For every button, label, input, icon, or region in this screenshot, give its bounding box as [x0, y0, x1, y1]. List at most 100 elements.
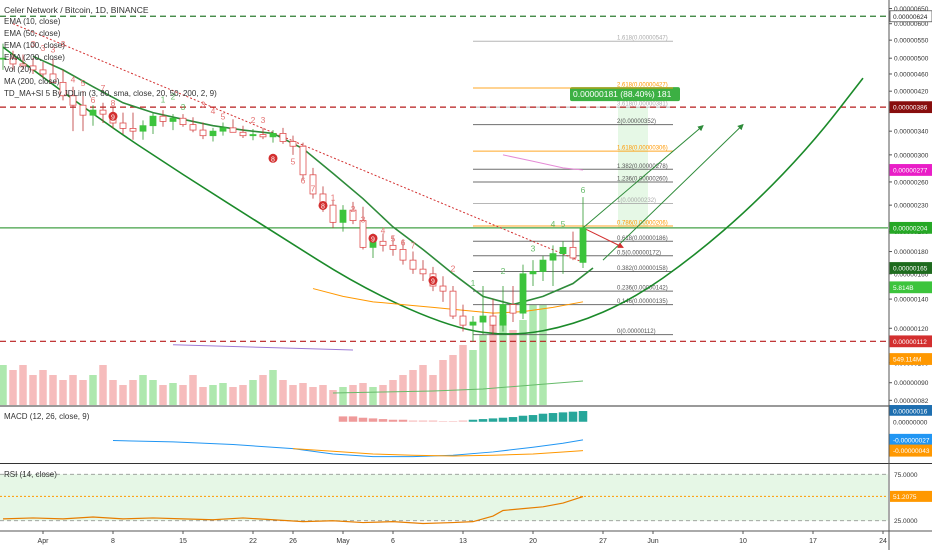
price-axis-label: 0.00000160 [894, 271, 929, 278]
descending-trendline [12, 23, 584, 263]
candle-down [299, 145, 307, 176]
volume-bar [69, 375, 77, 405]
fib-level-label: 0.146(0.00000135) [617, 299, 668, 305]
fib-level-label: 1.236(0.00000260) [617, 176, 668, 182]
macd-histogram-bar [388, 419, 398, 422]
fib-level-label: 0(0.00000112) [617, 329, 656, 335]
candle-up [529, 271, 537, 275]
red-arrow [582, 227, 624, 248]
volume-bar [299, 383, 307, 405]
td-count-label: 4 [211, 106, 216, 116]
rsi-axis-label: 25.0000 [894, 518, 918, 525]
time-axis-label: 6 [391, 538, 395, 545]
volume-bar [99, 365, 107, 405]
price-axis-label: 0.00000420 [894, 89, 929, 96]
candle-up [499, 304, 507, 326]
td-count-label: 1 [161, 94, 166, 104]
td-count-label: 5 [81, 78, 86, 88]
candle-down [419, 268, 427, 275]
time-axis-label: 27 [599, 538, 607, 545]
ema-orange-line [312, 288, 584, 314]
candle-down [59, 81, 67, 97]
candle-down [399, 249, 407, 261]
price-axis-label: 0.00000082 [894, 398, 929, 405]
macd-label: MACD (12, 26, close, 9) [4, 412, 90, 421]
price-axis-label: 0.00000090 [894, 380, 929, 387]
volume-bar [249, 380, 257, 405]
price-axis-label: 0.00000600 [894, 21, 929, 28]
price-tag-bg [889, 281, 932, 294]
td-count-label: 2 [251, 115, 256, 125]
candle-down [279, 133, 287, 142]
volume-bar [439, 360, 447, 405]
candle-up [549, 253, 557, 261]
macd-histogram-bar [558, 412, 568, 422]
macd-tag-label: -0.00000027 [893, 437, 930, 444]
candle-down [199, 129, 207, 137]
candle-up [249, 134, 257, 137]
candle-down [459, 315, 467, 326]
volume-bar [419, 365, 427, 405]
price-tag-bg [889, 353, 932, 365]
macd-histogram-bar [358, 417, 368, 422]
volume-bar [379, 385, 387, 405]
price-tag-bg [889, 262, 932, 274]
price-axis-label: 0.00000300 [894, 152, 929, 159]
volume-bar [389, 380, 397, 405]
measure-box [618, 107, 648, 228]
volume-bar [59, 380, 67, 405]
volume-bar [489, 325, 497, 405]
td-count-label: 5 [561, 219, 566, 229]
fib-level-label: 0.382(0.00000158) [617, 266, 668, 272]
candle-down [159, 115, 167, 122]
td-signal-circle [428, 276, 438, 286]
time-axis-label: 17 [809, 538, 817, 545]
time-axis-label: 8 [111, 538, 115, 545]
legend-td-indicator: TD_MA+SI 5 By JDLim (3, 80, sma, close, … [4, 89, 217, 98]
td-signal-label: 8 [271, 156, 275, 163]
volume-bar [39, 370, 47, 405]
macd-histogram-bar [368, 418, 378, 422]
macd-signal-line [292, 448, 584, 457]
volume-bar [19, 365, 27, 405]
candle-down [19, 63, 27, 67]
candle-down [359, 220, 367, 248]
candle-up [479, 315, 487, 323]
volume-bar [79, 380, 87, 405]
candle-up [0, 57, 7, 60]
chart-title: Celer Network / Bitcoin, 1D, BINANCE [4, 5, 149, 15]
macd-histogram-bar [448, 421, 458, 422]
macd-histogram-bar [578, 411, 588, 422]
macd-tag-label: 0.00000000 [893, 419, 928, 426]
legend-ma-200: MA (200, close) [4, 77, 60, 86]
candle-down [129, 128, 137, 132]
macd-histogram-bar [488, 418, 498, 422]
volume-bar [49, 375, 57, 405]
macd-line [112, 439, 584, 458]
td-count-label: 6 [581, 185, 586, 195]
fib-level-label: 2(0.00000352) [617, 119, 656, 125]
time-axis-label: 10 [739, 538, 747, 545]
candle-up [579, 227, 587, 263]
measure-label: 0.00000181 (88.40%) 181 [573, 89, 672, 99]
td-count-label: 1 [331, 192, 336, 202]
macd-histogram-bar [468, 419, 478, 422]
volume-ma-line [332, 380, 584, 394]
td-signal-label: 9 [371, 236, 375, 243]
volume-bar [459, 345, 467, 405]
legend-ema-50: EMA (50, close) [4, 29, 61, 38]
volume-bar [289, 385, 297, 405]
volume-bar [409, 370, 417, 405]
volume-bar [149, 380, 157, 405]
macd-histogram-bar [438, 421, 448, 422]
candle-down [79, 104, 87, 116]
price-tag-label: 0.00000277 [893, 167, 928, 174]
td-count-label: 6 [301, 175, 306, 185]
candle-down [289, 141, 297, 147]
price-tag-bg [889, 10, 932, 23]
price-axis-label: 0.00000340 [894, 129, 929, 136]
volume-bar [529, 305, 537, 405]
volume-bar [309, 387, 317, 405]
fib-level-label: 0.618(0.00000186) [617, 236, 668, 242]
candle-down [349, 209, 357, 221]
